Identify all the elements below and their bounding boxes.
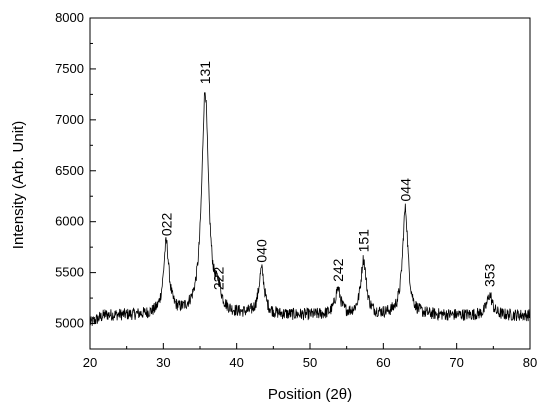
plot-area [89, 17, 531, 350]
x-tick-label: 40 [229, 355, 243, 370]
y-tick-label: 7000 [55, 112, 84, 127]
peak-label: 022 [158, 213, 174, 237]
y-tick-label: 7500 [55, 61, 84, 76]
data-series-line [89, 91, 531, 326]
axis-tick-labels: 20 30 40 50 60 70 80 5000 5500 6000 6500 7000 7500 80… [55, 10, 537, 370]
x-tick-label: 70 [449, 355, 463, 370]
y-tick-label: 8000 [55, 10, 84, 25]
peak-label: 222 [210, 267, 226, 291]
peak-label: 131 [197, 61, 213, 85]
y-tick-label: 5500 [55, 265, 84, 280]
x-tick-label: 50 [303, 355, 317, 370]
peak-label: 151 [356, 229, 372, 253]
x-tick-label: 60 [376, 355, 390, 370]
y-tick-label: 5000 [55, 316, 84, 331]
peak-label: 353 [482, 263, 498, 287]
peak-label: 242 [330, 258, 346, 282]
peak-label: 040 [254, 239, 270, 263]
x-tick-label: 30 [156, 355, 170, 370]
y-tick-label: 6500 [55, 163, 84, 178]
x-tick-label: 80 [523, 355, 537, 370]
y-tick-label: 6000 [55, 214, 84, 229]
x-tick-label: 20 [83, 355, 97, 370]
y-axis-label: Intensity (Arb. Unit) [10, 121, 27, 249]
peak-labels: 022 131 222 040 242 151 044 353 [158, 61, 497, 290]
axis-ticks [89, 17, 531, 349]
x-axis-label: Position (2θ) [268, 386, 352, 403]
plot-frame [89, 17, 531, 350]
peak-label: 044 [397, 178, 413, 202]
